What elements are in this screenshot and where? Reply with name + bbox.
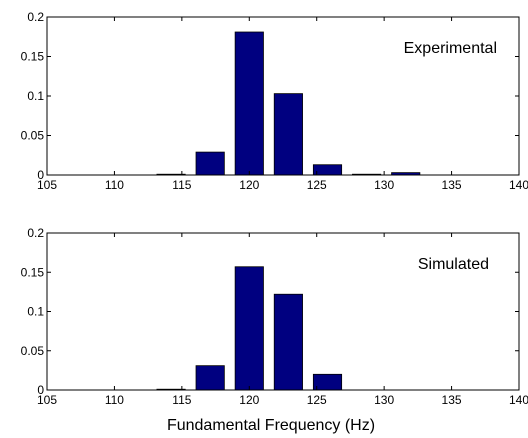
simulated-panel: 105 110 115 120 125 130 135 140 0 0.05 0.1 0.15 0.2 S… xyxy=(21,226,528,407)
experimental-panel: 105 110 115 120 125 130 135 140 0 0.05 0.1 0.15 0.2 E… xyxy=(21,10,528,192)
experimental-bar xyxy=(195,151,225,176)
experimental-x-tick-label: 110 xyxy=(105,178,124,192)
simulated-panel-label: Simulated xyxy=(418,256,489,273)
simulated-bar xyxy=(195,365,225,391)
simulated-x-tick-label: 120 xyxy=(239,393,259,407)
experimental-x-tick-label: 105 xyxy=(37,178,57,192)
simulated-y-tick-label: 0.1 xyxy=(27,305,44,319)
experimental-x-tick-label: 115 xyxy=(172,178,191,192)
experimental-x-tick-label: 125 xyxy=(307,178,327,192)
x-axis-label: Fundamental Frequency (Hz) xyxy=(167,417,375,434)
experimental-x-tick-label: 135 xyxy=(442,178,462,192)
simulated-x-tick-label: 125 xyxy=(307,393,327,407)
experimental-y-tick-label: 0 xyxy=(37,168,44,182)
simulated-bar xyxy=(273,293,303,391)
simulated-x-tick-label: 115 xyxy=(172,393,191,407)
experimental-x-tick-label: 130 xyxy=(374,178,394,192)
simulated-bar xyxy=(234,266,264,391)
simulated-x-tick-label: 105 xyxy=(37,393,57,407)
simulated-y-tick-label: 0.15 xyxy=(21,265,45,279)
simulated-x-tick-label: 140 xyxy=(509,393,528,407)
simulated-x-tick-label: 135 xyxy=(442,393,462,407)
simulated-y-tick-label: 0.2 xyxy=(27,226,44,240)
simulated-bar xyxy=(312,373,343,391)
experimental-panel-label: Experimental xyxy=(404,40,497,57)
experimental-x-tick-label: 140 xyxy=(509,178,528,192)
experimental-y-tick-label: 0.1 xyxy=(27,89,44,103)
experimental-y-tick-label: 0.05 xyxy=(21,129,45,143)
simulated-x-tick-label: 130 xyxy=(374,393,394,407)
experimental-bar xyxy=(234,31,264,176)
experimental-bar xyxy=(273,93,303,176)
experimental-x-tick-label: 120 xyxy=(239,178,259,192)
simulated-y-tick-label: 0.05 xyxy=(21,344,45,358)
simulated-y-tick-label: 0 xyxy=(37,383,44,397)
simulated-x-tick-label: 110 xyxy=(105,393,124,407)
experimental-bar xyxy=(312,164,343,176)
experimental-y-tick-label: 0.15 xyxy=(21,50,45,64)
experimental-y-tick-label: 0.2 xyxy=(27,10,44,24)
